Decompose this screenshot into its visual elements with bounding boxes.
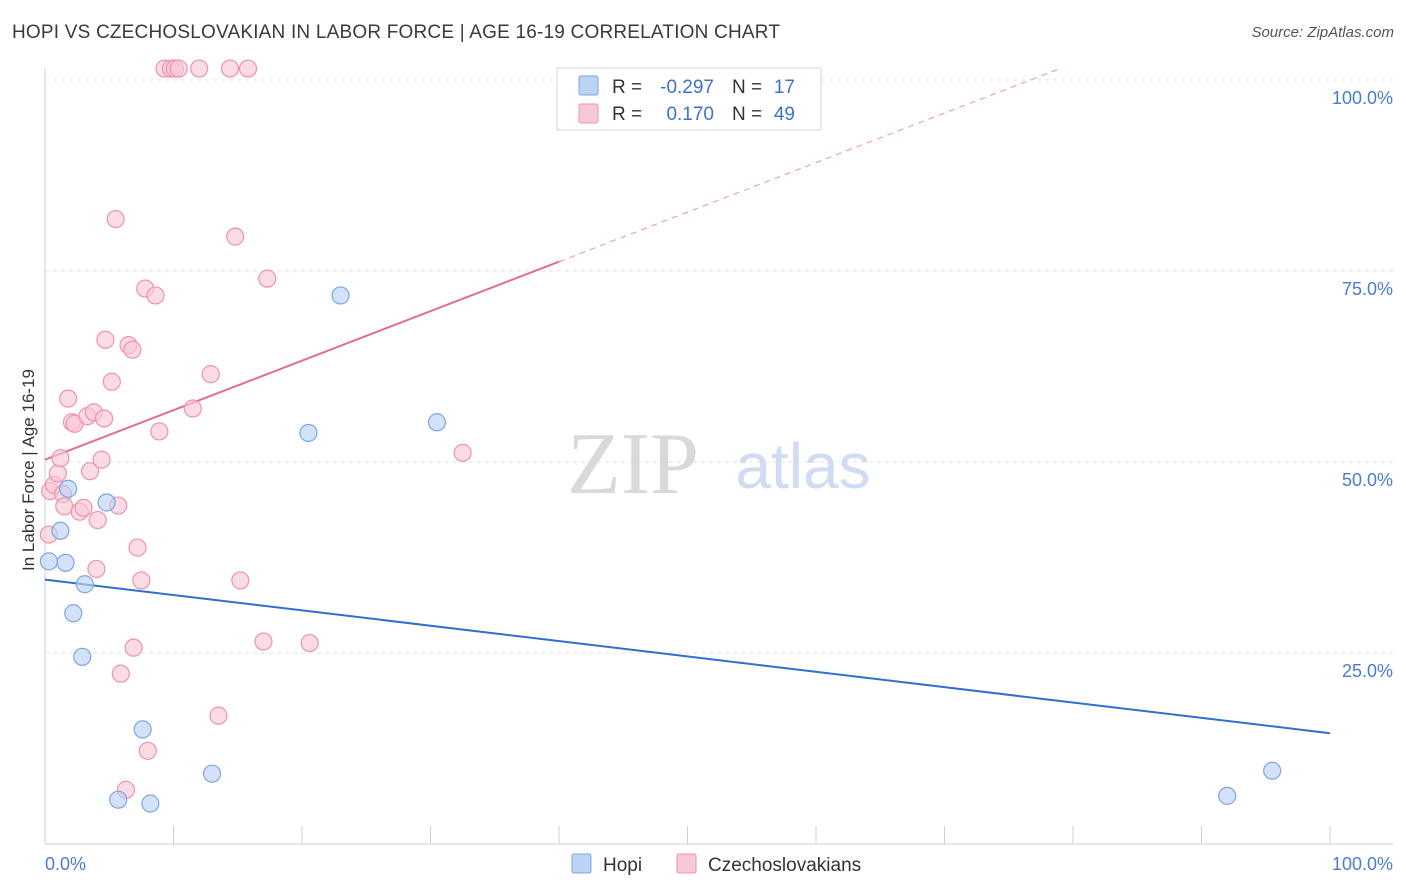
point-czech-18 [95,409,114,428]
y-tick-label-100: 100.0% [1332,88,1393,108]
point-czech-26 [123,340,142,359]
point-czech-3 [48,464,67,483]
point-czech-19 [96,330,115,349]
point-czech-13 [80,462,100,481]
series-legend: Hopi Czechoslovakians [571,853,861,876]
y-tick-labels: 25.0% 50.0% 75.0% 100.0% [1332,88,1393,681]
legend-n-value-hopi: 17 [774,77,795,98]
point-czech-40 [201,365,220,384]
trend-line-1-solid [44,260,560,461]
point-hopi-13 [331,286,350,305]
trend-lines [44,68,1331,735]
grid-lines [45,79,1393,654]
point-czech-4 [51,449,70,468]
point-hopi-15 [1218,786,1237,805]
point-hopi-3 [59,479,78,498]
point-czech-16 [88,510,107,530]
bottom-legend-swatch-hopi [571,853,592,874]
point-hopi-7 [97,493,116,512]
point-czech-46 [254,632,273,651]
correlation-legend: R = -0.297 N = 17 R = 0.170 N = 49 [556,67,822,131]
legend-r-label-czech: R = [612,104,642,125]
point-hopi-5 [73,647,92,666]
point-czech-11 [74,498,93,517]
point-czech-42 [220,59,240,78]
legend-box [556,67,822,131]
legend-n-value-czech: 49 [774,104,795,125]
point-hopi-11 [202,764,222,783]
point-czech-28 [128,538,147,557]
point-hopi-1 [51,521,70,540]
point-czech-7 [59,389,78,408]
bottom-legend-label-hopi: Hopi [603,855,642,876]
point-czech-37 [169,59,188,78]
point-czech-32 [146,286,165,305]
point-czech-31 [138,741,157,760]
bottom-legend-label-czech: Czechoslovakians [708,855,861,876]
legend-r-value-hopi: -0.297 [660,77,714,98]
point-czech-49 [453,443,472,462]
point-hopi-9 [133,720,152,739]
x-tick-label-min: 0.0% [45,854,86,874]
point-czech-41 [209,706,228,725]
point-czech-23 [111,664,130,683]
point-hopi-2 [56,553,75,572]
point-czech-47 [258,269,277,288]
watermark-zip: ZIP [567,416,699,513]
legend-r-value-czech: 0.170 [666,104,714,125]
point-czech-43 [226,227,245,246]
point-czech-27 [124,638,143,657]
x-tick-label-max: 100.0% [1332,854,1393,874]
point-hopi-16 [1263,761,1282,780]
point-czech-44 [231,571,250,590]
point-czech-20 [102,372,121,391]
point-hopi-6 [75,575,94,594]
watermark-atlas: atlas [735,430,870,502]
point-hopi-14 [427,413,447,432]
y-tick-label-75: 75.0% [1342,279,1393,299]
legend-n-label-czech: N = [732,104,762,125]
legend-swatch-hopi [578,75,599,96]
point-hopi-8 [109,790,128,809]
axes [44,68,1393,845]
point-czech-48 [300,633,319,653]
scatter-points [39,59,1282,813]
point-czech-17 [92,450,111,469]
point-czech-15 [87,559,106,579]
point-czech-33 [150,422,169,441]
point-czech-45 [238,59,258,78]
y-tick-label-50: 50.0% [1342,470,1393,490]
point-hopi-10 [141,794,160,813]
trend-line-1-dashed [558,68,1061,263]
chart-title: HOPI VS CZECHOSLOVAKIAN IN LABOR FORCE |… [12,22,781,43]
point-hopi-12 [299,423,318,443]
point-czech-39 [190,59,209,78]
trend-line-0 [44,578,1331,735]
y-tick-label-25: 25.0% [1342,661,1393,681]
legend-r-label-hopi: R = [612,77,642,98]
bottom-legend-swatch-czech [676,853,697,874]
point-hopi-4 [64,604,83,623]
point-hopi-0 [39,552,58,571]
point-czech-38 [183,399,202,418]
legend-swatch-czech [578,103,599,124]
point-czech-29 [132,571,151,590]
point-czech-6 [55,497,74,516]
point-czech-21 [106,209,125,229]
source-label: Source: ZipAtlas.com [1251,24,1394,41]
legend-n-label-hopi: N = [732,77,762,98]
y-axis-label: In Labor Force | Age 16-19 [19,369,38,571]
